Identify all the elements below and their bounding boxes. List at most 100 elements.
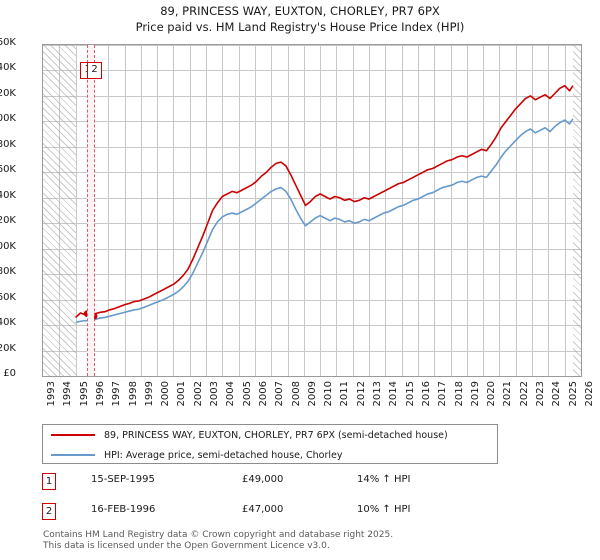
no-data-region [572, 45, 581, 376]
gridline-vertical [108, 45, 110, 376]
sale-event-band [87, 45, 95, 376]
footer-line-2: This data is licensed under the Open Gov… [43, 541, 330, 551]
x-axis-tick-label: 1993 [46, 381, 57, 407]
footer-line-1: Contains HM Land Registry data © Crown c… [43, 530, 394, 540]
sale-row[interactable]: 1 15-SEP-1995 £49,000 14% ↑ HPI [42, 472, 562, 502]
x-axis-tick-label: 1994 [62, 381, 74, 407]
gridline-vertical [564, 45, 566, 376]
gridline-vertical [385, 45, 387, 376]
sale-row-hpi-delta: 14% ↑ HPI [357, 474, 411, 485]
legend-color-swatch [51, 434, 95, 436]
x-axis-tick-label: 2004 [225, 381, 237, 407]
sale-row[interactable]: 2 16-FEB-1996 £47,000 10% ↑ HPI [42, 502, 562, 532]
x-axis-tick-label: 2024 [551, 381, 563, 407]
gridline-vertical [157, 45, 159, 376]
gridline-vertical [271, 45, 273, 376]
gridline-vertical [206, 45, 208, 376]
gridline-horizontal [43, 299, 581, 301]
x-axis-tick-label: 2001 [176, 381, 188, 407]
sale-event-flag[interactable]: 2 [87, 62, 103, 79]
x-axis-tick-label: 2000 [160, 381, 172, 407]
legend-item: HPI: Average price, semi-detached house,… [43, 445, 497, 465]
x-axis-tick-label: 2026 [584, 381, 595, 407]
x-axis-tick-label: 1996 [94, 381, 106, 407]
x-axis-tick-label: 2005 [241, 381, 253, 407]
gridline-horizontal [43, 146, 581, 148]
x-axis-tick-label: 2020 [486, 381, 498, 407]
gridline-vertical [124, 45, 126, 376]
x-axis-tick-label: 2025 [567, 381, 579, 407]
series-line [75, 84, 574, 319]
x-axis-tick-label: 2006 [257, 381, 269, 407]
gridline-horizontal [43, 121, 581, 123]
chart-legend: 89, PRINCESS WAY, EUXTON, CHORLEY, PR7 6… [42, 424, 498, 464]
x-axis-tick-label: 2003 [209, 381, 221, 407]
gridline-vertical [320, 45, 322, 376]
gridline-vertical [548, 45, 550, 376]
series-lines [75, 84, 574, 324]
gridline-vertical [222, 45, 224, 376]
x-axis-tick-label: 2011 [339, 381, 351, 407]
x-axis-tick-label: 1999 [143, 381, 155, 407]
gridline-horizontal [43, 197, 581, 199]
sale-row-date: 15-SEP-1995 [91, 474, 155, 485]
gridline-horizontal [43, 95, 581, 97]
gridline-horizontal [43, 223, 581, 225]
sale-row-hpi-delta: 10% ↑ HPI [357, 504, 411, 515]
gridline-vertical [336, 45, 338, 376]
gridline-horizontal [43, 45, 581, 46]
gridline-vertical [466, 45, 468, 376]
no-data-region [43, 45, 76, 376]
x-axis-tick-label: 1995 [78, 381, 90, 407]
x-axis-tick-label: 2014 [388, 381, 400, 407]
x-axis-tick-label: 2022 [518, 381, 530, 407]
sale-row-badge: 2 [42, 503, 56, 520]
gridline-vertical [352, 45, 354, 376]
gridline-vertical [254, 45, 256, 376]
x-axis-tick-label: 1997 [111, 381, 123, 407]
gridline-horizontal [43, 248, 581, 250]
gridline-vertical [75, 45, 77, 376]
plot-region: 12 [42, 44, 582, 377]
x-axis-tick-label: 2016 [420, 381, 432, 407]
x-axis-tick-label: 2009 [306, 381, 318, 407]
gridline-vertical [417, 45, 419, 376]
gridline-vertical [287, 45, 289, 376]
gridline-vertical [238, 45, 240, 376]
series-line [75, 118, 574, 324]
title-line-2: Price paid vs. HM Land Registry's House … [135, 20, 465, 34]
gridline-vertical [369, 45, 371, 376]
sale-event-line [94, 45, 96, 376]
sale-row-price: £49,000 [242, 474, 284, 485]
x-axis-tick-label: 2018 [453, 381, 465, 407]
gridline-horizontal [43, 350, 581, 352]
gridline-vertical [189, 45, 191, 376]
gridline-vertical [303, 45, 305, 376]
x-axis-tick-label: 2015 [404, 381, 416, 407]
gridline-horizontal [43, 70, 581, 72]
gridline-vertical [532, 45, 534, 376]
sale-row-price: £47,000 [242, 504, 284, 515]
gridline-vertical [434, 45, 436, 376]
footer-attribution: Contains HM Land Registry data © Crown c… [43, 530, 583, 552]
x-axis-tick-label: 2017 [437, 381, 449, 407]
sale-row-badge: 1 [42, 473, 56, 490]
x-axis-tick-label: 2019 [469, 381, 481, 407]
gridline-horizontal [43, 325, 581, 327]
x-axis-tick-label: 2023 [535, 381, 547, 407]
x-axis-tick-label: 2008 [290, 381, 302, 407]
gridline-vertical [173, 45, 175, 376]
x-axis-tick-label: 2013 [372, 381, 384, 407]
gridline-vertical [483, 45, 485, 376]
chart-area: £0£20K£40K£60K£80K£100K£120K£140K£160K£1… [0, 37, 595, 407]
gridline-horizontal [43, 172, 581, 174]
gridline-vertical [499, 45, 501, 376]
gridline-vertical [140, 45, 142, 376]
gridline-vertical [401, 45, 403, 376]
legend-color-swatch [51, 454, 95, 456]
gridline-horizontal [43, 274, 581, 276]
x-axis-tick-label: 2012 [355, 381, 367, 407]
x-axis-tick-label: 2010 [323, 381, 335, 407]
sales-table: 1 15-SEP-1995 £49,000 14% ↑ HPI 2 16-FEB-1996… [42, 472, 562, 532]
